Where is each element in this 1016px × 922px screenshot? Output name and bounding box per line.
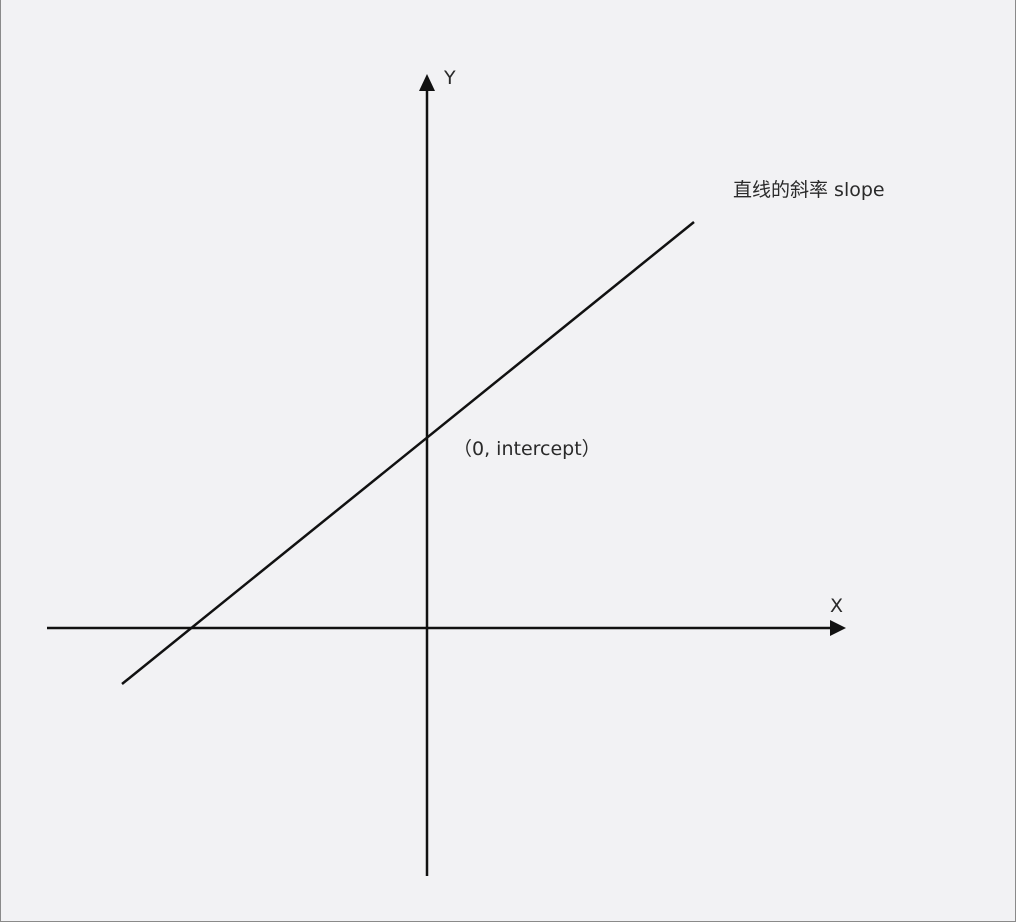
y-axis-label: Y — [443, 67, 456, 89]
x-axis-label: X — [830, 595, 843, 617]
slope-label: 直线的斜率 slope — [733, 179, 885, 201]
intercept-label: （0, intercept） — [453, 438, 601, 460]
x-axis-arrowhead — [830, 620, 846, 636]
slope-line — [121, 221, 695, 685]
y-axis-arrowhead — [419, 74, 435, 91]
